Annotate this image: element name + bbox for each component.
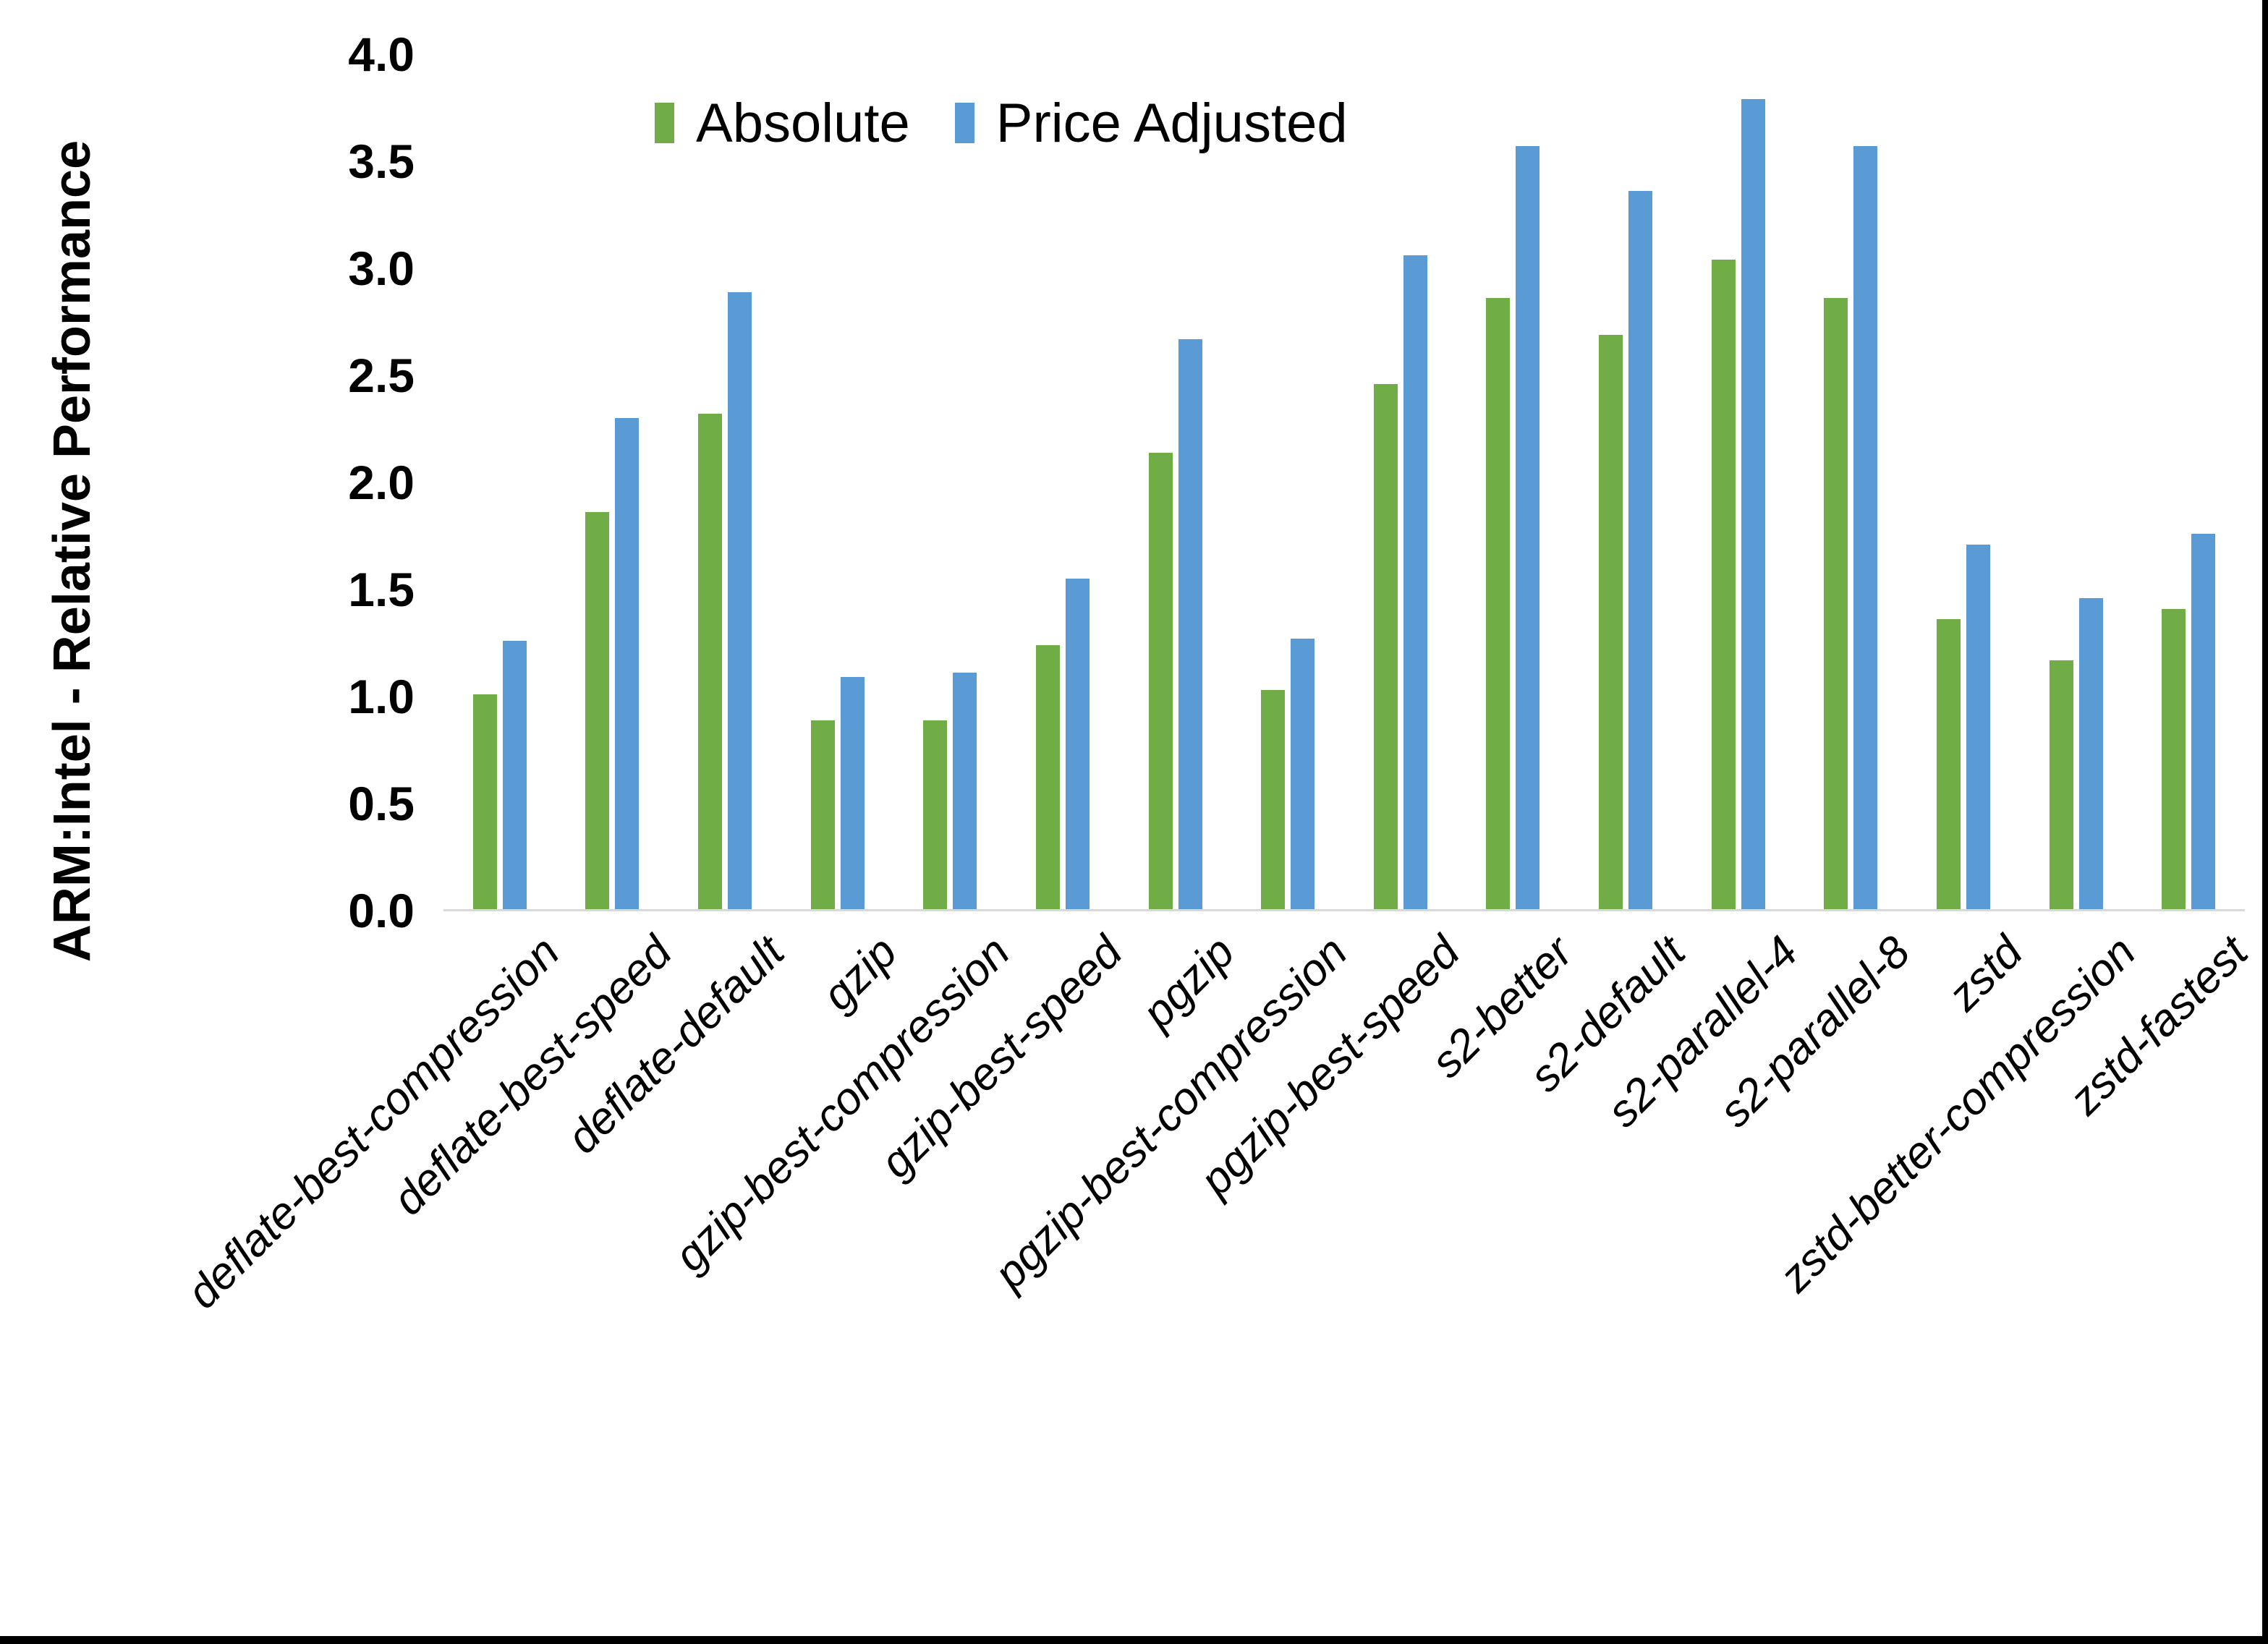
y-axis-tick-label: 1.0 [348,670,415,723]
y-axis-tick-label: 0.5 [348,777,415,830]
legend-swatch-price-adjusted-icon [954,103,974,143]
bar-price-adjusted-gzip-best-speed [1065,579,1090,911]
legend-item-price-adjusted: Price Adjusted [954,92,1348,155]
bar-price-adjusted-zstd-better-compression [2078,598,2103,911]
bar-absolute-zstd-fastest [2162,609,2186,911]
y-axis-tick-label: 3.5 [348,135,415,188]
y-axis-tick-label: 2.5 [348,349,415,402]
bar-absolute-gzip-best-compression [923,720,948,911]
bar-absolute-deflate-best-speed [585,512,610,911]
y-axis-tick-label: 2.0 [348,456,415,509]
bar-absolute-deflate-default [698,414,723,911]
bar-absolute-pgzip-best-compression [1261,690,1286,911]
right-border [2262,0,2268,1644]
bar-price-adjusted-pgzip-best-speed [1403,255,1427,911]
x-axis-label: zstd [1939,927,2033,1021]
bar-price-adjusted-deflate-best-speed [615,418,640,911]
y-axis-tick-label: 1.5 [348,563,415,616]
bar-price-adjusted-pgzip [1178,339,1202,911]
bottom-border [0,1636,2268,1644]
x-axis-line [443,909,2245,911]
bar-price-adjusted-pgzip-best-compression [1291,639,1315,911]
bar-price-adjusted-deflate-best-compression [502,641,527,911]
bar-absolute-s2-parallel-4 [1711,260,1736,911]
bar-price-adjusted-zstd-fastest [2191,534,2216,911]
bar-absolute-zstd [1936,619,1961,911]
legend: Absolute Price Adjusted [655,92,1348,155]
bar-absolute-s2-parallel-8 [1824,298,1848,911]
bar-absolute-zstd-better-compression [2049,660,2073,911]
bar-absolute-pgzip [1148,453,1173,911]
y-axis-tick-label: 4.0 [348,27,415,81]
y-axis-title: ARM:Intel - Relative Performance [43,140,101,963]
bar-price-adjusted-zstd [1966,545,1990,911]
bar-price-adjusted-s2-parallel-8 [1853,146,1878,911]
y-axis-tick-label: 0.0 [348,884,415,937]
bar-absolute-gzip [810,720,835,911]
legend-item-absolute: Absolute [655,92,910,155]
plot-area [443,54,2245,911]
bar-absolute-pgzip-best-speed [1373,384,1398,911]
bar-price-adjusted-s2-default [1628,191,1653,911]
bar-price-adjusted-deflate-default [728,292,752,911]
legend-label-absolute: Absolute [696,92,910,154]
bar-absolute-s2-default [1599,335,1623,911]
bar-absolute-deflate-best-compression [472,694,497,911]
bar-price-adjusted-s2-better [1516,146,1540,911]
bar-absolute-gzip-best-speed [1035,645,1060,911]
legend-swatch-absolute-icon [655,103,674,143]
bar-price-adjusted-gzip [840,677,865,911]
legend-label-price-adjusted: Price Adjusted [995,92,1348,154]
bar-absolute-s2-better [1486,298,1511,911]
bar-price-adjusted-gzip-best-compression [953,673,977,911]
y-axis-tick-label: 3.0 [348,242,415,295]
bar-price-adjusted-s2-parallel-4 [1741,99,1765,911]
x-axis-label: gzip [812,927,907,1021]
